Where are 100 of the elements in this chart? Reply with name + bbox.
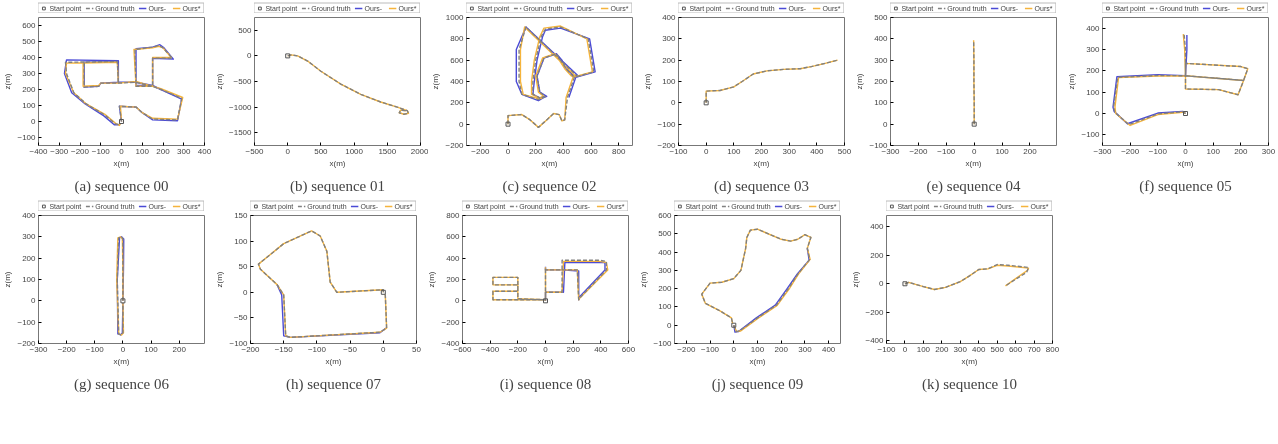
- y-axis-title: z(m): [851, 271, 861, 288]
- y-tick-label: 300: [22, 69, 37, 78]
- y-tick-label: 500: [658, 229, 673, 239]
- x-tick-label: 700: [1027, 344, 1042, 354]
- y-axis-title: z(m): [215, 73, 225, 90]
- x-tick-label: 300: [177, 146, 191, 156]
- x-axis-title: x(m): [961, 356, 978, 366]
- x-tick-label: 0: [120, 344, 126, 354]
- x-tick-label: 0: [731, 344, 737, 354]
- x-tick-label: 1000: [345, 146, 364, 156]
- x-tick-label: 100: [750, 344, 765, 354]
- y-tick-label: 100: [662, 77, 677, 86]
- x-tick-label: 0: [902, 344, 908, 354]
- x-tick-label: 100: [144, 344, 159, 354]
- x-tick-label: 0: [1183, 146, 1189, 156]
- x-axis-title: x(m): [1177, 158, 1194, 168]
- y-tick-label: 200: [22, 253, 37, 263]
- text: (e) sequence 04: [926, 177, 1022, 195]
- x-tick-label: 100: [916, 344, 931, 354]
- x-tick-label: 400: [197, 146, 212, 156]
- x-tick-label: −200: [57, 344, 77, 354]
- x-tick-label: 200: [1234, 146, 1249, 156]
- x-tick-label: 1500: [378, 146, 397, 156]
- y-tick-label: −400: [865, 336, 885, 346]
- y-tick-label: 100: [658, 302, 673, 312]
- y-tick-label: 400: [22, 53, 37, 62]
- y-tick-label: 300: [1086, 45, 1101, 54]
- x-tick-label: 300: [953, 344, 968, 354]
- y-tick-label: −1500: [229, 128, 253, 138]
- y-tick-label: 400: [1086, 23, 1101, 33]
- x-tick-label: 100: [135, 146, 150, 156]
- y-tick-label: 400: [22, 211, 37, 220]
- y-tick-label: 0: [31, 296, 37, 306]
- x-tick-label: 400: [594, 344, 609, 354]
- x-tick-label: 400: [556, 146, 571, 156]
- y-tick-label: −100: [17, 317, 37, 327]
- x-tick-label: −100: [307, 344, 327, 354]
- y-tick-label: 800: [446, 211, 461, 220]
- y-tick-label: 0: [459, 119, 465, 129]
- y-tick-label: 0: [247, 51, 253, 61]
- y-tick-label: 400: [662, 13, 677, 22]
- y-tick-label: 100: [874, 98, 889, 108]
- x-axis-title: x(m): [541, 158, 558, 168]
- x-tick-label: 0: [119, 146, 125, 156]
- text: (g) sequence 06: [74, 375, 170, 393]
- x-tick-label: 0: [971, 146, 977, 156]
- y-tick-label: 200: [658, 284, 673, 294]
- text: (k) sequence 10: [922, 375, 1017, 393]
- x-tick-label: 200: [172, 344, 187, 354]
- text: (j) sequence 09: [711, 375, 804, 393]
- line-series: [287, 54, 410, 115]
- x-tick-label: −400: [481, 344, 500, 354]
- x-tick-label: 400: [810, 146, 825, 156]
- x-tick-label: 0: [505, 146, 511, 156]
- x-tick-label: −200: [508, 344, 528, 354]
- y-tick-label: 0: [879, 279, 885, 289]
- line-series: [972, 39, 975, 125]
- x-tick-label: −200: [1121, 146, 1140, 156]
- y-tick-label: 300: [22, 232, 37, 242]
- x-tick-label: 600: [1008, 344, 1023, 354]
- y-tick-label: 600: [446, 232, 461, 242]
- y-tick-label: 400: [870, 222, 885, 232]
- x-tick-label: 0: [703, 146, 709, 156]
- x-axis-title: x(m): [113, 158, 130, 168]
- y-tick-label: 800: [450, 34, 465, 44]
- y-tick-label: 100: [22, 275, 37, 284]
- x-tick-label: −100: [91, 146, 111, 156]
- y-tick-label: 0: [31, 117, 37, 126]
- y-tick-label: 1000: [445, 13, 465, 22]
- y-tick-label: 400: [450, 77, 465, 86]
- y-tick-label: 500: [238, 25, 253, 35]
- x-tick-label: −200: [471, 146, 490, 156]
- x-tick-label: −50: [343, 344, 358, 354]
- y-tick-label: 0: [1095, 109, 1101, 118]
- text: (b) sequence 01: [290, 177, 385, 195]
- y-axis-title: z(m): [639, 271, 649, 288]
- x-axis-title: x(m): [325, 356, 342, 366]
- x-tick-label: 600: [621, 344, 636, 354]
- y-tick-label: 600: [22, 21, 37, 30]
- y-axis-title: z(m): [1067, 73, 1077, 90]
- x-tick-label: 2000: [410, 146, 430, 156]
- y-tick-label: −200: [865, 307, 885, 317]
- line-series: [705, 59, 839, 104]
- y-tick-label: 200: [22, 85, 37, 94]
- y-axis-title: z(m): [3, 271, 13, 288]
- x-tick-label: 200: [774, 344, 789, 354]
- y-axis-title: z(m): [3, 73, 13, 90]
- x-tick-label: 0: [543, 344, 549, 354]
- y-tick-label: 200: [874, 77, 889, 86]
- x-tick-label: −100: [1148, 146, 1168, 156]
- x-tick-label: 0: [381, 344, 387, 354]
- text: (f) sequence 05: [1139, 177, 1232, 195]
- y-tick-label: 300: [658, 265, 673, 275]
- x-tick-label: 100: [1206, 146, 1221, 156]
- line-series: [257, 230, 388, 339]
- y-tick-label: 100: [1086, 87, 1101, 97]
- y-tick-label: 0: [667, 320, 673, 330]
- x-tick-label: 800: [611, 146, 626, 156]
- y-axis-title: z(m): [431, 73, 441, 90]
- y-tick-label: −100: [1081, 130, 1101, 140]
